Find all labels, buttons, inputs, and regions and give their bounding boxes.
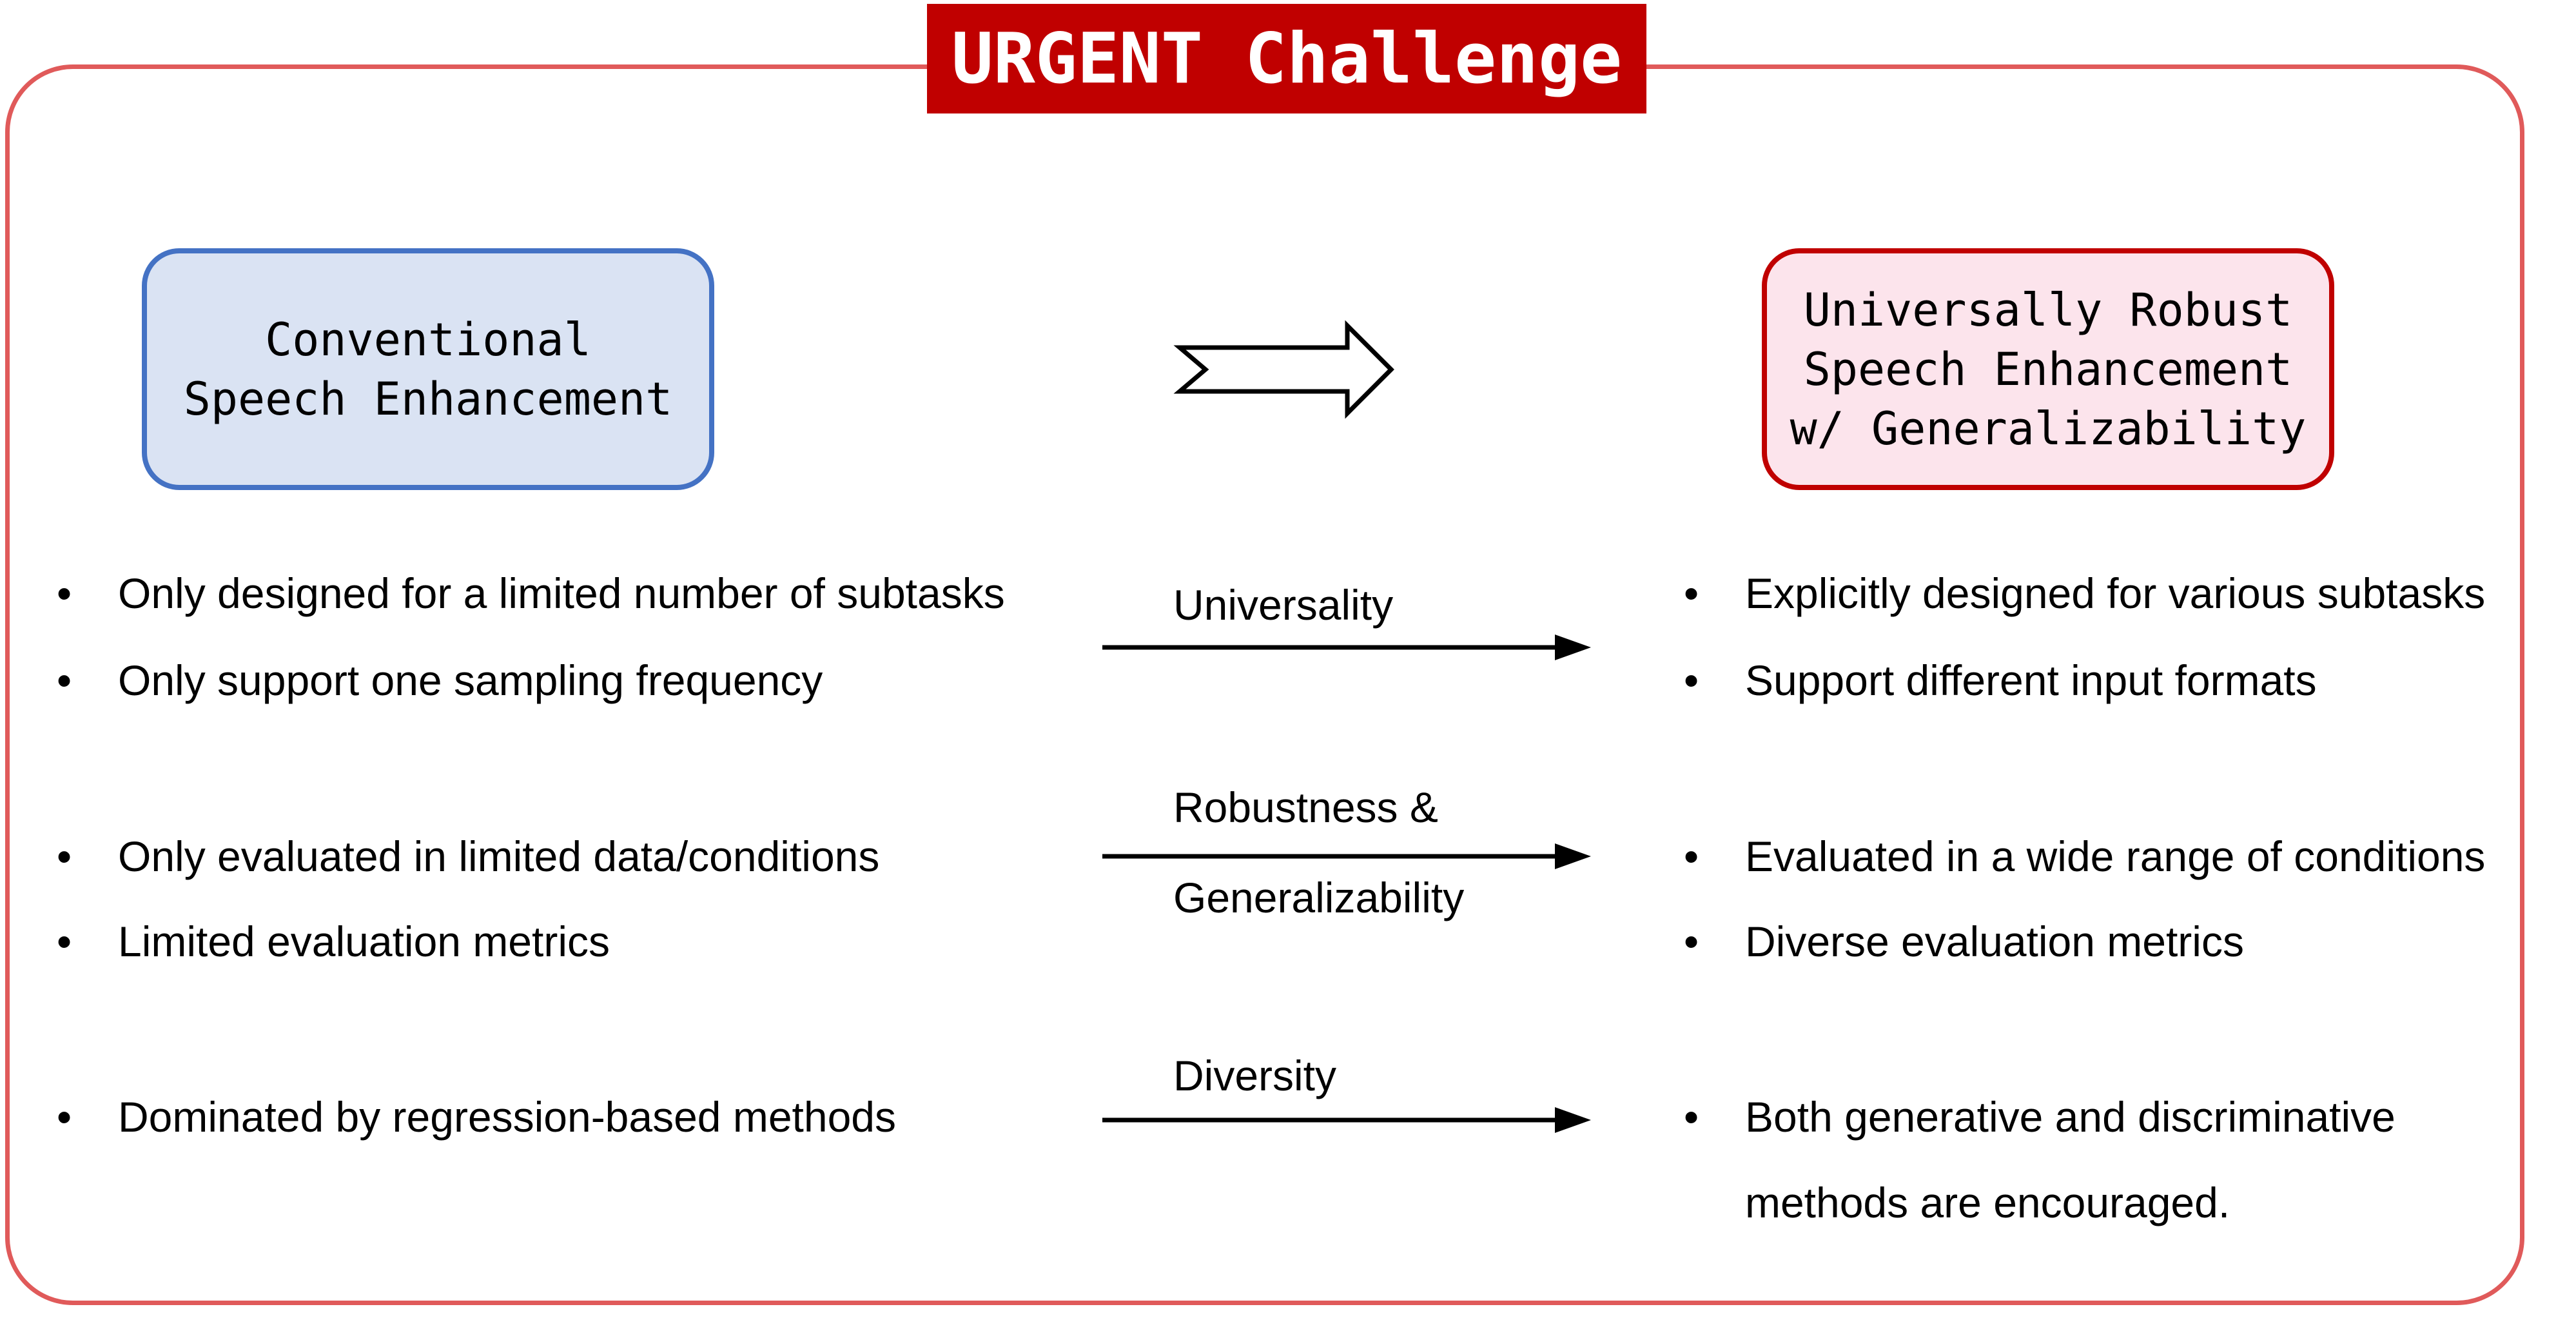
universal-box-line: w/ Generalizability: [1790, 402, 2307, 455]
list-item: • Dominated by regression-based methods: [57, 1091, 896, 1143]
bullet-icon: •: [57, 918, 72, 965]
list-item-text: Support different input formats: [1745, 656, 2317, 704]
arrow-label-generalizability: Generalizability: [1173, 874, 1465, 921]
bullet-icon: •: [1684, 832, 1699, 880]
arrow-label-universality: Universality: [1173, 581, 1394, 629]
list-item-text: Diverse evaluation metrics: [1745, 918, 2244, 965]
list-item-text: Only support one sampling frequency: [118, 656, 823, 704]
list-item: • Explicitly designed for various subtas…: [1684, 567, 2486, 619]
conventional-box-line: Conventional: [265, 313, 591, 366]
arrow-label-diversity: Diversity: [1173, 1052, 1337, 1099]
conventional-box-line: Speech Enhancement: [183, 372, 673, 426]
list-item: • Limited evaluation metrics: [57, 916, 610, 967]
list-item-text: Evaluated in a wide range of conditions: [1745, 832, 2486, 880]
list-item-text: Dominated by regression-based methods: [118, 1093, 896, 1141]
list-item-text: Only designed for a limited number of su…: [118, 569, 1005, 617]
bullet-icon: •: [1684, 656, 1699, 704]
list-item: • Evaluated in a wide range of condition…: [1684, 831, 2486, 882]
list-item-text: Both generative and discriminative: [1745, 1093, 2395, 1141]
list-item: • Diverse evaluation metrics: [1684, 916, 2244, 967]
universal-box: Universally Robust Speech Enhancement w/…: [1762, 248, 2334, 490]
conventional-box: Conventional Speech Enhancement: [142, 248, 714, 490]
list-item: • Both generative and discriminative: [1684, 1091, 2395, 1143]
arrow-label-robustness: Robustness &: [1173, 783, 1438, 831]
list-item: • Only support one sampling frequency: [57, 654, 823, 706]
universal-box-line: Speech Enhancement: [1803, 342, 2293, 396]
list-item-continuation: methods are encouraged.: [1745, 1179, 2230, 1226]
title-banner: URGENT Challenge: [927, 4, 1646, 113]
diversity-arrow: [1102, 1107, 1591, 1133]
bullet-icon: •: [57, 569, 72, 617]
universality-arrow: [1102, 634, 1591, 660]
bullet-icon: •: [57, 1093, 72, 1141]
list-item: • Only designed for a limited number of …: [57, 567, 1005, 619]
universal-box-line: Universally Robust: [1803, 283, 2293, 337]
robustness-arrow: [1102, 843, 1591, 869]
bullet-icon: •: [1684, 1093, 1699, 1141]
list-item-text: Explicitly designed for various subtasks: [1745, 569, 2486, 617]
bullet-icon: •: [57, 832, 72, 880]
list-item: • Only evaluated in limited data/conditi…: [57, 831, 880, 882]
bullet-icon: •: [1684, 569, 1699, 617]
list-item-text: Limited evaluation metrics: [118, 918, 610, 965]
bullet-icon: •: [57, 656, 72, 704]
bullet-icon: •: [1684, 918, 1699, 965]
transition-arrow-icon: [1173, 320, 1394, 419]
list-item-text: Only evaluated in limited data/condition…: [118, 832, 880, 880]
list-item: • Support different input formats: [1684, 654, 2317, 706]
